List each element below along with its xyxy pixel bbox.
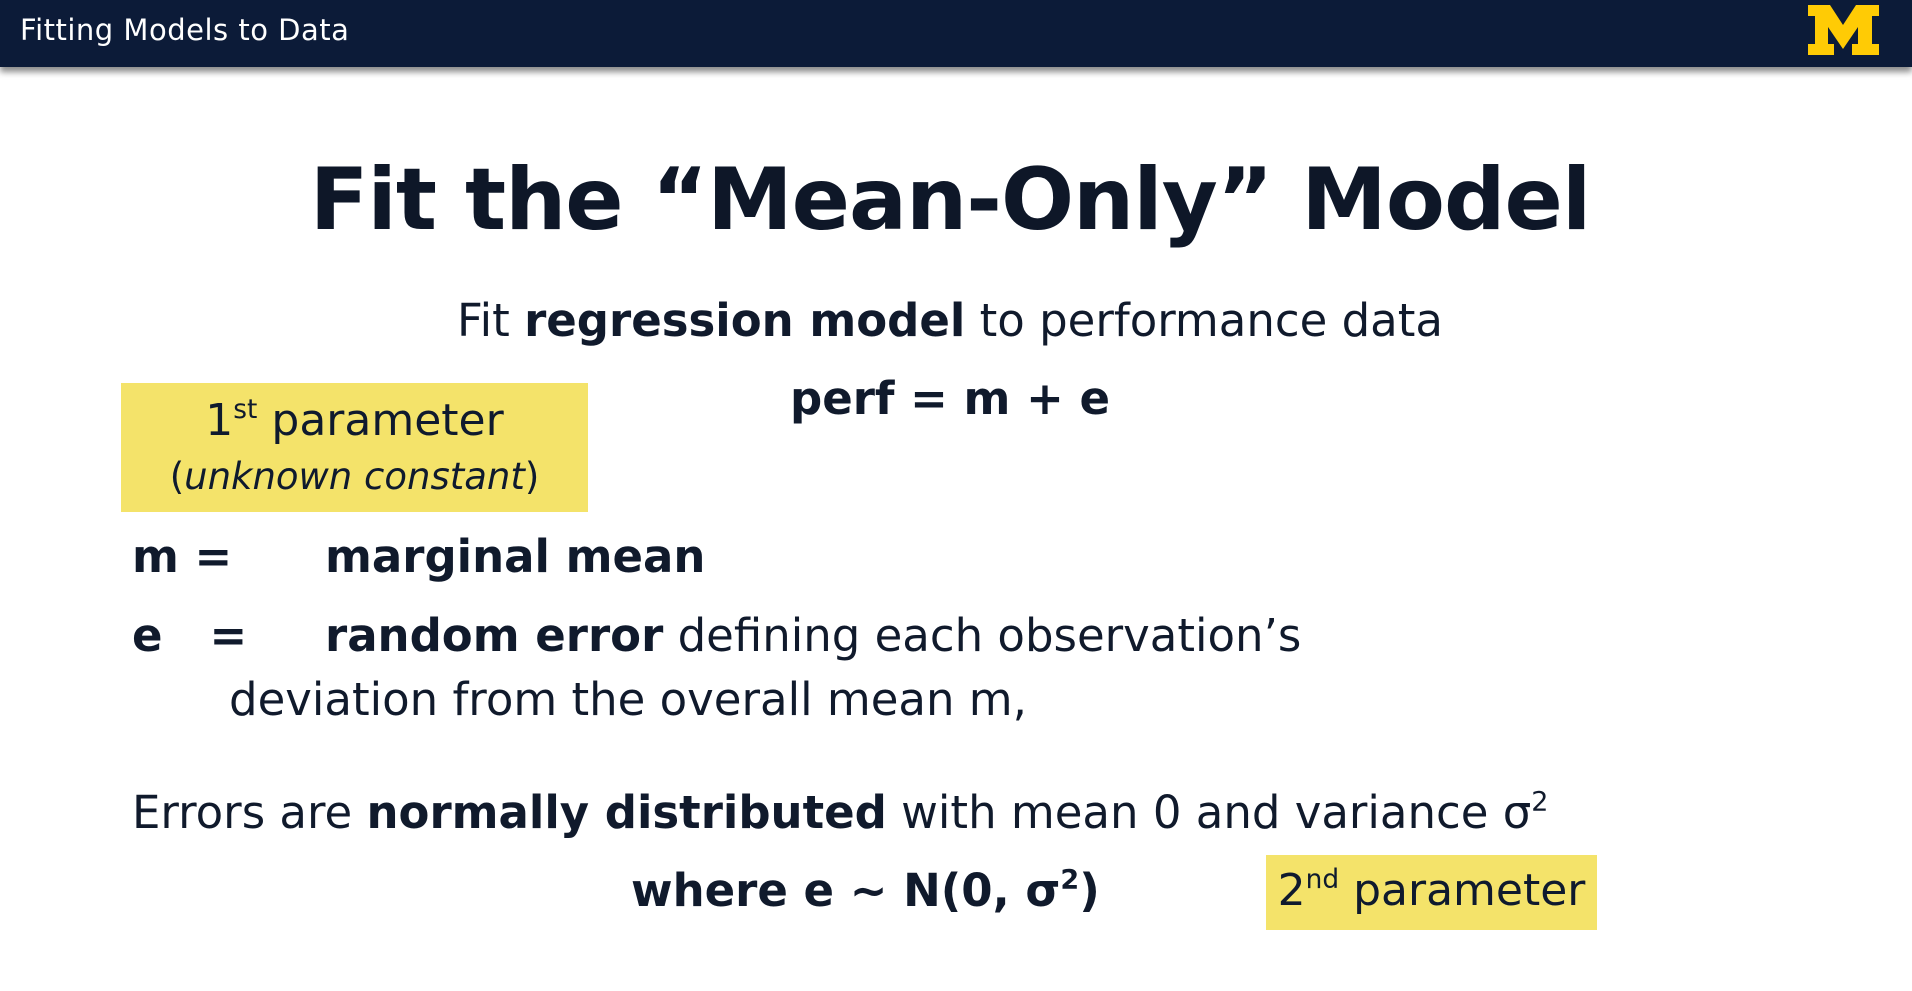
subtitle-pre: Fit (457, 294, 525, 347)
errors-sup: 2 (1531, 786, 1549, 818)
subtitle-bold: regression model (524, 294, 966, 347)
def-e-rest: defining each observation’s (663, 609, 1302, 662)
slide-title: Fit the “Mean-Only” Model (309, 150, 1592, 250)
where-pre: where e ~ N(0, σ (631, 864, 1061, 917)
def-m-term: marginal mean (325, 530, 706, 583)
callout1-ordinal: 1 (205, 395, 234, 446)
second-parameter-callout: 2nd parameter (1266, 855, 1597, 930)
callout1-word: parameter (257, 395, 504, 446)
def-e-line1: random error defining each observation’s (325, 609, 1301, 662)
callout1-note: unknown constant (184, 455, 525, 498)
callout2-word: parameter (1339, 865, 1586, 916)
course-title: Fitting Models to Data (20, 13, 350, 47)
subtitle-line: Fit regression model to performance data (0, 294, 1900, 347)
errors-post: with mean 0 and variance σ (886, 786, 1532, 839)
callout1-paren-open: ( (169, 455, 185, 498)
callout1-heading: 1st parameter (121, 395, 588, 446)
callout1-note-line: (unknown constant) (121, 455, 588, 498)
callout1-sup: st (233, 393, 258, 425)
callout2-sup: nd (1305, 863, 1340, 895)
def-e-line2: deviation from the overall mean m, (229, 673, 1027, 726)
errors-bold: normally distributed (366, 786, 887, 839)
callout1-paren-close: ) (524, 455, 540, 498)
university-logo (1808, 5, 1879, 55)
header-bar: Fitting Models to Data (0, 0, 1912, 67)
subtitle-post: to performance data (965, 294, 1443, 347)
where-line: where e ~ N(0, σ2) (631, 864, 1100, 917)
equation: perf = m + e (790, 372, 1110, 425)
first-parameter-callout: 1st parameter (unknown constant) (121, 383, 588, 512)
def-m-symbol: m = (132, 530, 233, 583)
errors-pre: Errors are (132, 786, 367, 839)
def-e-symbol: e = (132, 609, 248, 662)
callout2-heading: 2nd parameter (1266, 865, 1597, 916)
def-e-term: random error (325, 609, 664, 662)
where-post: ) (1079, 864, 1100, 917)
callout2-ordinal: 2 (1277, 865, 1306, 916)
errors-line: Errors are normally distributed with mea… (132, 786, 1548, 839)
where-sup: 2 (1060, 864, 1080, 896)
